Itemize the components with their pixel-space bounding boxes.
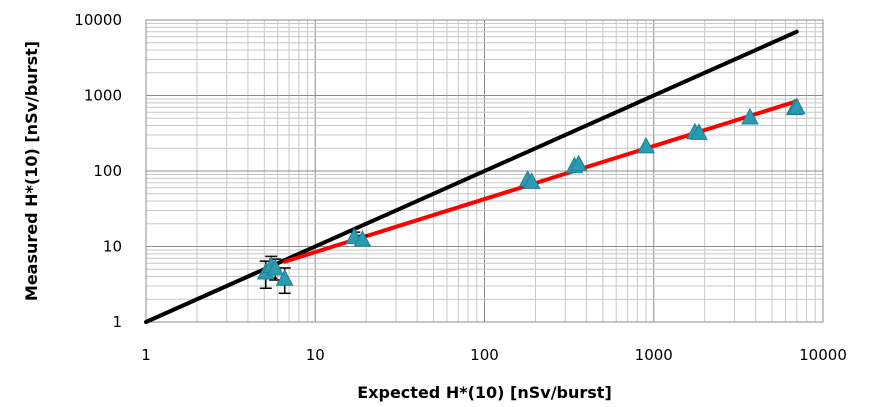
data-point-triangle xyxy=(266,258,285,276)
y-tick-label: 1 xyxy=(112,313,122,331)
y-axis-tick-labels: 1 10 100 1000 10000 xyxy=(74,11,122,331)
data-point-triangle xyxy=(787,97,806,115)
y-tick-label: 10000 xyxy=(74,11,122,29)
x-tick-label: 100 xyxy=(470,346,499,364)
reference-line xyxy=(144,29,799,324)
series-lines xyxy=(144,29,799,324)
data-point-triangle xyxy=(637,136,655,154)
y-tick-label: 100 xyxy=(93,162,122,180)
data-point-triangle xyxy=(275,269,294,286)
x-tick-label: 10 xyxy=(306,346,325,364)
data-point-triangle xyxy=(741,107,759,125)
gridlines xyxy=(145,20,823,323)
data-point-triangle xyxy=(522,172,541,189)
plot-area-frame xyxy=(145,19,824,323)
y-tick-label: 1000 xyxy=(84,87,122,105)
x-axis-tick-labels: 1 10 100 1000 10000 xyxy=(141,346,847,364)
fit-line xyxy=(282,99,799,264)
data-point-triangle xyxy=(569,154,588,172)
data-point-triangle xyxy=(690,123,708,140)
x-tick-label: 10000 xyxy=(799,346,847,364)
x-tick-label: 1000 xyxy=(635,346,673,364)
y-tick-label: 10 xyxy=(103,238,122,256)
x-axis-title: Expected H*(10) [nSv/burst] xyxy=(357,383,612,402)
y-axis-title: Measured H*(10) [nSv/burst] xyxy=(22,41,41,301)
data-points xyxy=(256,97,806,286)
data-point-triangle xyxy=(353,230,372,247)
x-tick-label: 1 xyxy=(141,346,151,364)
